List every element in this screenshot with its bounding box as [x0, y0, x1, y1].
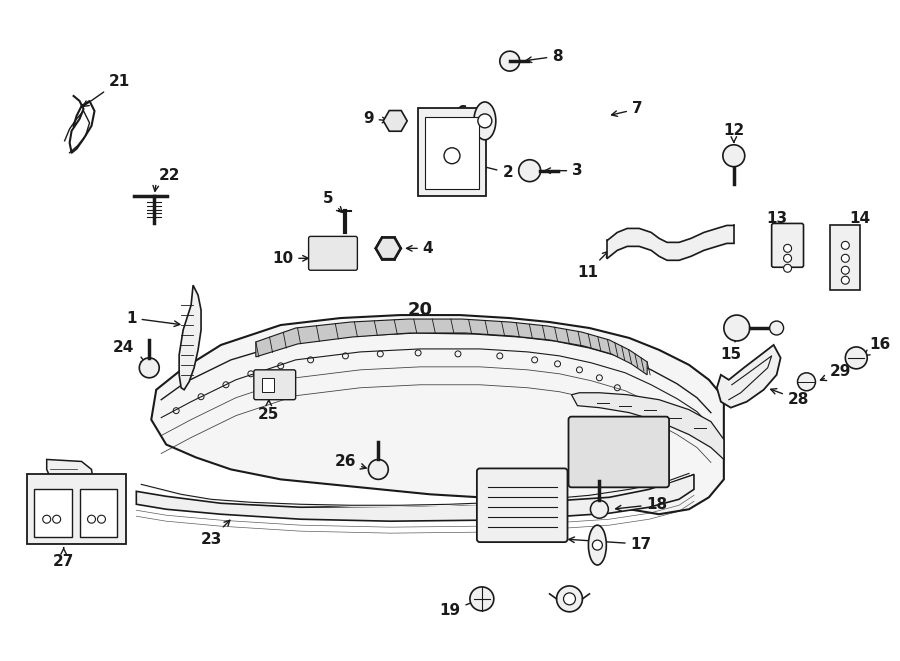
Circle shape	[518, 160, 541, 182]
Text: 4: 4	[407, 241, 434, 256]
FancyBboxPatch shape	[425, 117, 479, 188]
Text: 11: 11	[577, 251, 608, 280]
Circle shape	[784, 254, 792, 262]
Polygon shape	[47, 459, 94, 505]
Circle shape	[42, 515, 50, 524]
Text: 19: 19	[439, 600, 478, 618]
FancyBboxPatch shape	[262, 378, 274, 392]
Polygon shape	[179, 285, 201, 390]
Polygon shape	[717, 345, 780, 408]
Polygon shape	[256, 319, 647, 375]
Text: 7: 7	[612, 101, 643, 116]
Circle shape	[53, 515, 60, 524]
Text: 18: 18	[616, 497, 668, 512]
Text: 1: 1	[126, 311, 180, 327]
Text: 17: 17	[569, 537, 652, 551]
Circle shape	[845, 347, 868, 369]
Circle shape	[556, 586, 582, 612]
Circle shape	[500, 51, 519, 71]
Text: 9: 9	[363, 112, 388, 126]
FancyBboxPatch shape	[418, 108, 486, 196]
Text: 2: 2	[464, 161, 513, 180]
Polygon shape	[375, 237, 401, 260]
Text: 26: 26	[335, 454, 366, 469]
Text: 28: 28	[770, 389, 809, 407]
Circle shape	[87, 515, 95, 524]
Circle shape	[770, 321, 784, 335]
FancyBboxPatch shape	[771, 223, 804, 267]
Circle shape	[590, 500, 608, 518]
Circle shape	[97, 515, 105, 524]
Circle shape	[797, 373, 815, 391]
Polygon shape	[572, 393, 724, 459]
Circle shape	[784, 245, 792, 253]
Text: 15: 15	[720, 334, 742, 362]
Text: 14: 14	[848, 211, 871, 247]
Circle shape	[478, 114, 491, 128]
Text: 8: 8	[526, 49, 562, 63]
Polygon shape	[151, 315, 724, 514]
Circle shape	[140, 358, 159, 378]
Circle shape	[842, 254, 850, 262]
Text: 27: 27	[53, 548, 75, 568]
Circle shape	[842, 241, 850, 249]
Text: 13: 13	[766, 211, 788, 237]
FancyBboxPatch shape	[477, 469, 568, 542]
Circle shape	[444, 148, 460, 164]
Circle shape	[784, 264, 792, 272]
Circle shape	[842, 276, 850, 284]
Circle shape	[592, 540, 602, 550]
Text: 5: 5	[323, 191, 342, 212]
Text: 23: 23	[201, 520, 230, 547]
Circle shape	[724, 315, 750, 341]
Ellipse shape	[589, 525, 607, 565]
Text: 10: 10	[272, 251, 309, 266]
Text: 21: 21	[83, 73, 130, 106]
FancyBboxPatch shape	[254, 370, 296, 400]
Circle shape	[723, 145, 745, 167]
FancyBboxPatch shape	[27, 475, 126, 544]
FancyBboxPatch shape	[79, 489, 117, 537]
Text: 16: 16	[864, 337, 891, 356]
FancyBboxPatch shape	[309, 237, 357, 270]
Text: 29: 29	[821, 364, 851, 381]
Text: 3: 3	[544, 163, 583, 178]
Text: 12: 12	[724, 124, 744, 142]
Circle shape	[470, 587, 494, 611]
Text: 20: 20	[408, 301, 433, 319]
Text: 24: 24	[112, 340, 134, 356]
Ellipse shape	[474, 102, 496, 140]
Text: 22: 22	[158, 168, 180, 183]
Text: 25: 25	[258, 400, 280, 422]
Circle shape	[842, 266, 850, 274]
Circle shape	[563, 593, 575, 605]
Polygon shape	[383, 110, 407, 132]
Circle shape	[368, 459, 388, 479]
Text: 6: 6	[456, 105, 476, 120]
Polygon shape	[136, 475, 694, 521]
FancyBboxPatch shape	[831, 225, 860, 290]
FancyBboxPatch shape	[569, 416, 669, 487]
FancyBboxPatch shape	[34, 489, 72, 537]
